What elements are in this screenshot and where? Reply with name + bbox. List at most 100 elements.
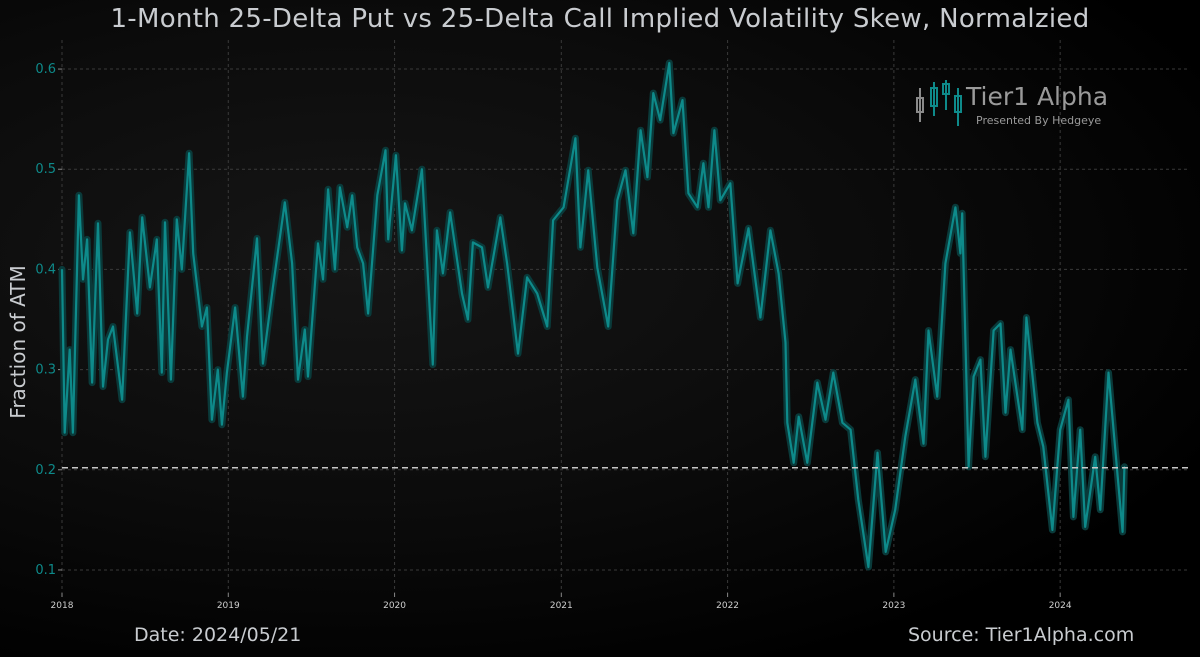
data-point (421, 168, 423, 170)
data-point (1099, 509, 1101, 511)
data-point (291, 262, 293, 265)
data-point (959, 252, 961, 254)
data-point (1079, 429, 1081, 431)
chart-title: 1-Month 25-Delta Put vs 25-Delta Call Im… (110, 4, 1090, 34)
data-point (778, 272, 780, 275)
data-point (1121, 531, 1124, 533)
data-point (221, 424, 223, 426)
data-point (841, 422, 843, 424)
data-point (961, 212, 963, 214)
y-tick-label: 0.2 (35, 463, 56, 478)
data-point (82, 278, 84, 281)
data-point (979, 358, 982, 361)
data-point (404, 202, 406, 204)
data-point (136, 312, 138, 315)
data-point (176, 218, 178, 220)
data-point (1051, 529, 1054, 531)
data-point (922, 443, 925, 445)
data-point (967, 466, 970, 468)
data-point (102, 386, 104, 388)
data-point (481, 246, 483, 248)
data-point (334, 268, 336, 271)
data-point (867, 566, 869, 568)
data-point (272, 286, 274, 289)
data-point (993, 329, 995, 332)
data-point (346, 226, 348, 228)
data-point (211, 419, 213, 421)
data-point (894, 509, 896, 511)
data-point (885, 551, 887, 553)
data-point (149, 286, 151, 289)
x-tick-label: 2023 (882, 601, 905, 611)
data-point (954, 206, 956, 208)
data-point (632, 232, 634, 234)
x-tick-label: 2021 (550, 601, 573, 611)
data-point (384, 149, 387, 151)
logo-tagline: Presented By Hedgeye (976, 114, 1102, 127)
data-point (607, 325, 609, 328)
data-point (702, 162, 705, 164)
data-point (552, 219, 554, 221)
data-point (973, 376, 975, 378)
data-point (681, 99, 684, 101)
data-point (786, 422, 788, 424)
data-point (506, 262, 508, 265)
data-point (351, 194, 353, 196)
tier1-alpha-logo: Tier1 Alpha Presented By Hedgeye (914, 80, 1124, 132)
data-point (729, 182, 731, 184)
data-point (64, 432, 66, 434)
data-point (327, 188, 329, 190)
data-point (356, 246, 358, 248)
x-axis: 2018 2019 2020 2021 2022 2023 2024 (51, 593, 1072, 611)
data-point (944, 262, 946, 265)
data-point (387, 238, 389, 240)
data-point (687, 192, 690, 194)
y-axis-label: Fraction of ATM (6, 265, 30, 419)
data-point (192, 252, 194, 254)
x-tick-label: 2020 (383, 601, 406, 611)
data-point (816, 382, 818, 384)
data-point (639, 129, 642, 131)
data-point (616, 199, 618, 201)
data-point (1072, 516, 1074, 518)
logo-name: Tier1 Alpha (966, 82, 1109, 111)
data-point (339, 186, 341, 188)
data-point (401, 249, 403, 251)
data-point (234, 306, 236, 309)
data-point (442, 272, 444, 275)
data-point (367, 312, 369, 315)
data-point (156, 238, 158, 240)
data-point (668, 62, 670, 64)
y-axis: 0.1 0.2 0.3 0.4 0.5 0.6 (35, 62, 62, 578)
y-tick-label: 0.6 (35, 62, 56, 77)
data-point (97, 222, 99, 224)
data-point (226, 372, 228, 374)
data-point (1067, 399, 1069, 401)
x-tick-label: 2024 (1049, 601, 1072, 611)
data-point (876, 452, 879, 454)
x-tick-label: 2022 (716, 601, 739, 611)
data-point (1021, 429, 1023, 431)
data-point (936, 396, 938, 398)
data-point (91, 382, 93, 384)
data-point (317, 242, 319, 244)
data-point (307, 376, 309, 378)
data-point (1084, 526, 1086, 528)
data-point (517, 352, 519, 355)
data-point (1114, 449, 1116, 451)
data-point (914, 379, 916, 381)
data-point (546, 325, 548, 328)
data-point (376, 194, 378, 196)
data-point (256, 237, 258, 239)
data-point (624, 169, 627, 171)
data-point (395, 154, 397, 156)
data-point (536, 292, 538, 295)
data-point (467, 318, 469, 321)
data-point (1107, 372, 1110, 374)
data-point (646, 176, 649, 178)
data-point (1042, 446, 1044, 448)
data-point (759, 316, 761, 319)
data-point (1004, 412, 1007, 414)
data-point (461, 292, 463, 295)
data-point (246, 335, 248, 338)
